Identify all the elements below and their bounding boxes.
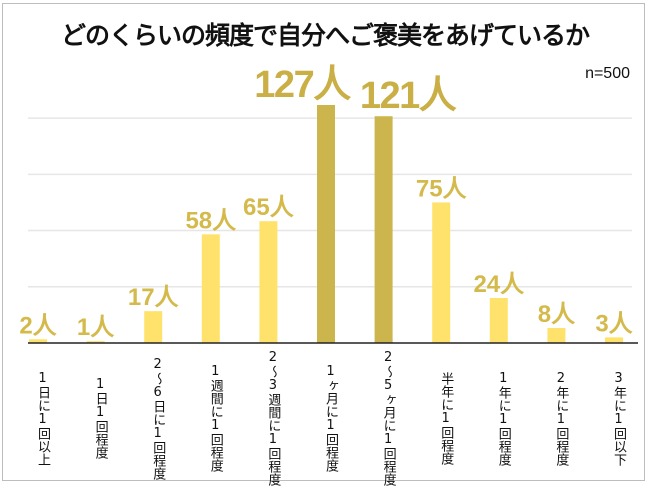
chart-title: どのくらいの頻度で自分へご褒美をあげているか	[60, 21, 590, 50]
bar	[86, 341, 105, 343]
bar	[432, 202, 451, 343]
data-label: 2人	[19, 312, 56, 339]
x-tick-label: 半年に1回程度	[438, 371, 454, 465]
data-label: 127人	[254, 64, 351, 106]
data-label: 75人	[416, 175, 467, 202]
bar	[547, 328, 566, 343]
x-tick-label: 2～5ヶ月に1回程度	[380, 350, 396, 486]
bar	[144, 311, 163, 343]
data-label: 121人	[360, 75, 457, 117]
bar	[29, 339, 47, 343]
bar	[259, 221, 278, 343]
data-label: 3人	[595, 310, 632, 337]
data-label: 17人	[128, 284, 179, 311]
bar	[201, 234, 220, 343]
x-tick-label: 1ヶ月に1回程度	[323, 364, 338, 472]
x-tick-label: 1日1回程度	[92, 377, 108, 459]
x-tick-label: 2年に1回程度	[553, 370, 569, 466]
x-tick-label: 3年に1回以下	[611, 370, 626, 466]
x-tick-label: 1日に1回以上	[35, 370, 50, 466]
data-label: 8人	[538, 301, 575, 328]
data-label: 65人	[243, 194, 294, 221]
bar	[489, 298, 508, 343]
x-tick-label: 2～3週間に1回程度	[265, 350, 281, 486]
bar	[317, 105, 335, 343]
x-tick-label: 2～6日に1回程度	[150, 356, 166, 480]
data-label: 24人	[473, 271, 524, 298]
x-tick-label: 1年に1回程度	[495, 370, 511, 466]
x-tick-label: 1週間に1回程度	[207, 364, 223, 472]
bar	[605, 337, 623, 343]
bar	[374, 116, 393, 343]
sample-size: n=500	[585, 65, 630, 82]
data-label: 1人	[77, 314, 114, 341]
data-label: 58人	[185, 207, 236, 234]
